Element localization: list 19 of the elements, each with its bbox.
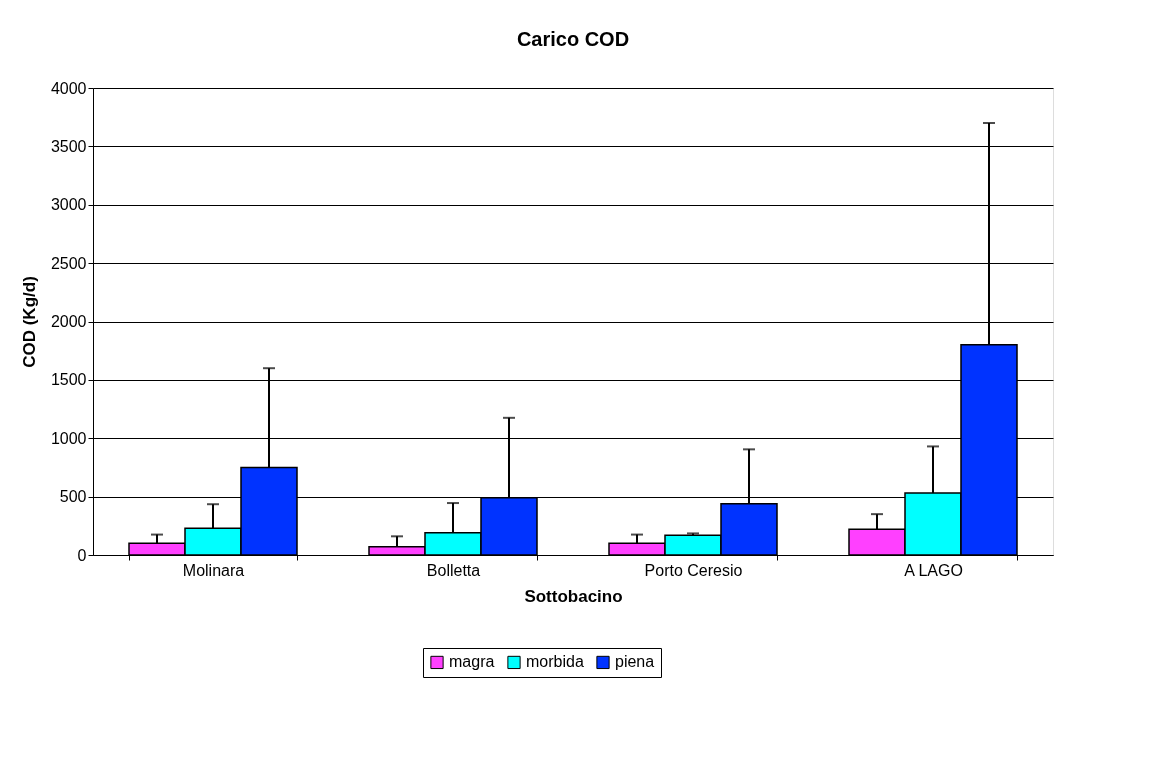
legend-label: morbida (526, 653, 584, 671)
y-tick-label: 3500 (50, 137, 87, 155)
y-tick-label: 0 (77, 546, 87, 564)
y-tick-label: 1000 (50, 429, 87, 447)
chart-title: Carico COD (516, 28, 630, 50)
y-tick-label: 3000 (50, 196, 87, 214)
y-tick-label: 2000 (50, 313, 87, 330)
y-axis-title: COD (Kg/d) (19, 276, 39, 368)
x-tick-label: Molinara (182, 561, 245, 579)
x-tick-label: Porto Ceresio (644, 561, 743, 579)
y-tick-label: 500 (59, 488, 87, 506)
legend-label: piena (615, 653, 655, 671)
legend-label: magra (449, 653, 495, 671)
x-axis-title: Sottobacino (524, 586, 623, 606)
x-tick-label: A LAGO (904, 561, 963, 579)
y-tick-label: 2500 (50, 254, 87, 272)
x-tick-label: Bolletta (426, 561, 481, 579)
y-tick-label: 4000 (50, 79, 87, 97)
y-tick-label: 1500 (50, 371, 87, 389)
